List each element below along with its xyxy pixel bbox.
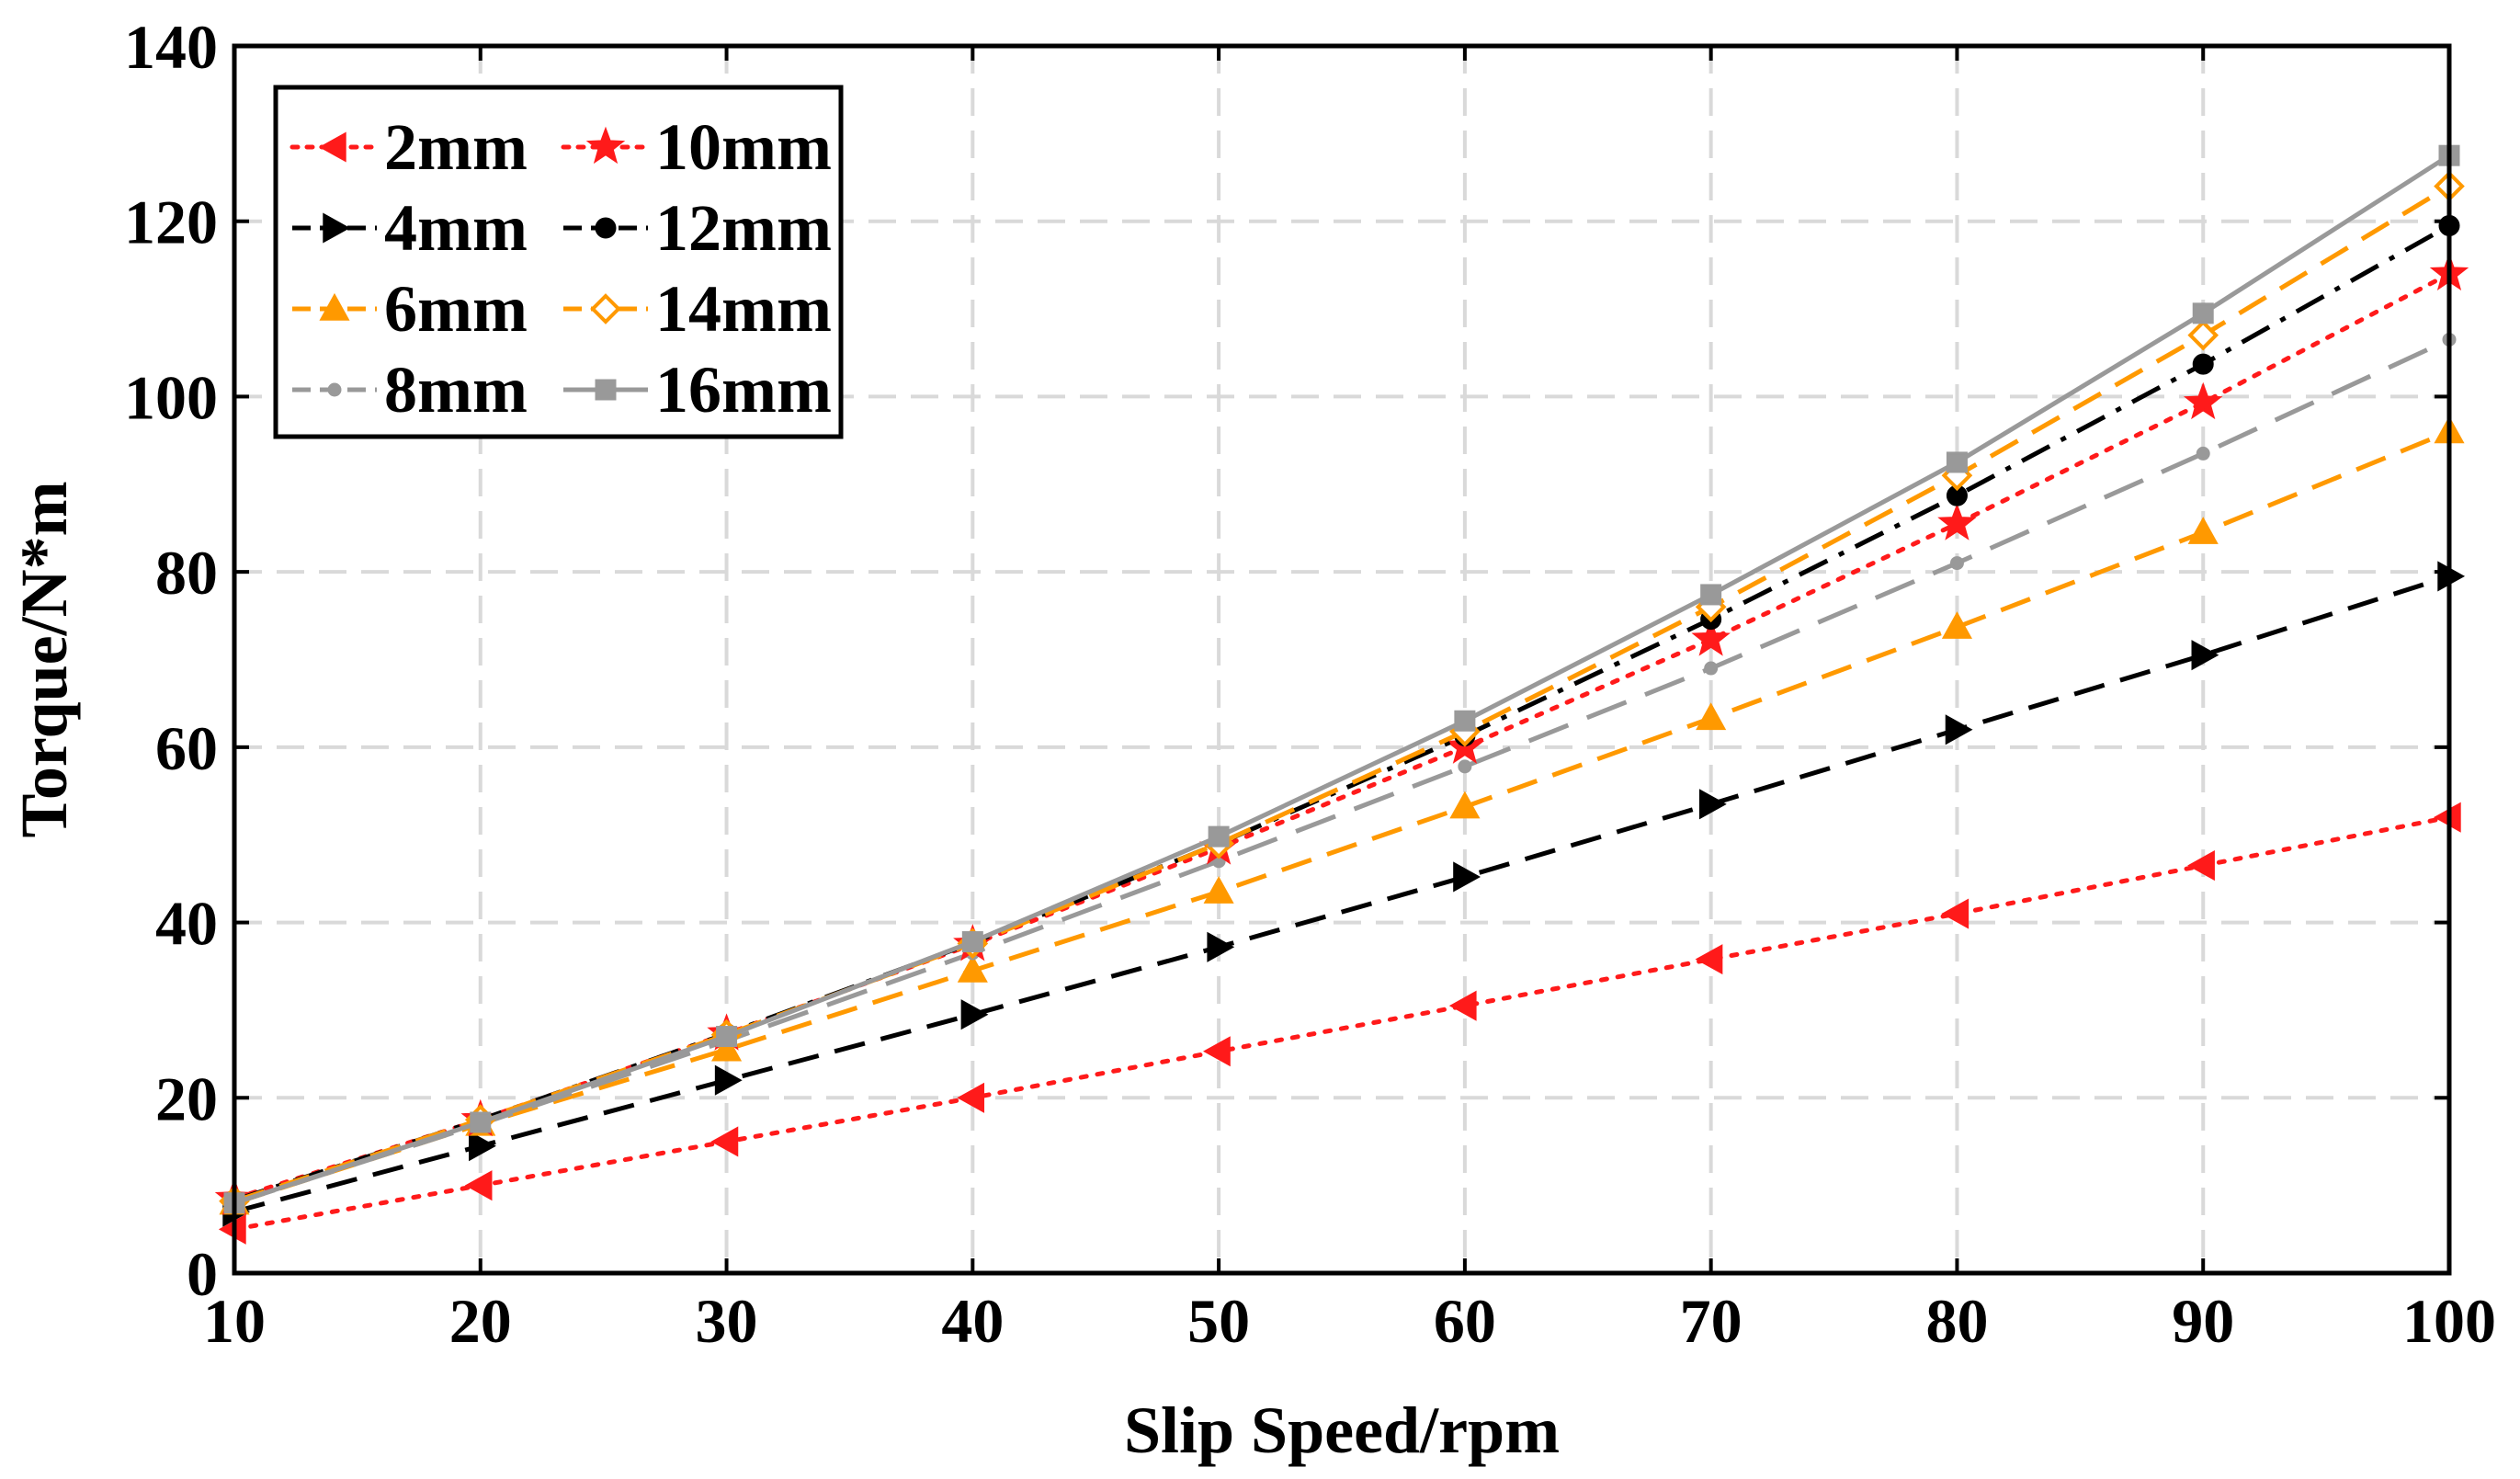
x-tick-label: 70 xyxy=(1680,1286,1742,1356)
series-line-4mm xyxy=(233,574,2450,1214)
y-tick-label: 60 xyxy=(155,713,218,783)
legend-label-4mm: 4mm xyxy=(384,191,528,265)
data-point-4mm xyxy=(1698,789,1727,820)
data-point-4mm xyxy=(714,1064,743,1096)
legend-marker-4mm xyxy=(323,212,351,244)
data-point-8mm xyxy=(1458,759,1472,774)
y-axis-label: Torque/N*m xyxy=(7,481,81,837)
y-tick-label: 120 xyxy=(124,188,218,257)
x-tick-label: 40 xyxy=(941,1286,1004,1356)
series-line-8mm xyxy=(233,337,2451,1206)
data-point-6mm xyxy=(1203,876,1234,904)
data-point-16mm xyxy=(1700,584,1722,606)
y-tick-label: 80 xyxy=(155,538,218,608)
legend-label-8mm: 8mm xyxy=(384,353,528,427)
series-line-16mm xyxy=(233,154,2451,1206)
legend-marker-6mm xyxy=(319,292,350,321)
data-point-6mm xyxy=(1696,702,1727,731)
data-point-16mm xyxy=(1454,710,1476,732)
data-point-4mm xyxy=(960,999,989,1030)
series-line-6mm xyxy=(233,429,2450,1206)
data-point-10mm xyxy=(1691,619,1731,656)
data-point-2mm xyxy=(710,1126,739,1157)
x-tick-labels: 10 20 30 40 50 60 70 80 90 100 xyxy=(203,1286,2496,1356)
legend-entry-14mm: 14mm xyxy=(563,272,832,346)
legend-marker-8mm xyxy=(327,382,342,397)
data-point-8mm xyxy=(1949,556,1964,571)
data-point-2mm xyxy=(2187,850,2215,882)
legend-marker-12mm xyxy=(595,217,617,239)
data-point-4mm xyxy=(2191,640,2219,671)
data-point-14mm xyxy=(2187,319,2219,351)
legend-label-12mm: 12mm xyxy=(655,191,832,265)
series-line-10mm xyxy=(232,271,2452,1201)
data-point-16mm xyxy=(2192,302,2214,324)
x-tick-label: 60 xyxy=(1434,1286,1496,1356)
y-tick-label: 140 xyxy=(124,12,218,82)
data-point-6mm xyxy=(2187,517,2219,544)
grid xyxy=(234,46,2449,1273)
data-point-6mm xyxy=(1941,611,1972,639)
series-16mm xyxy=(223,144,2460,1214)
legend-entry-4mm: 4mm xyxy=(292,191,528,265)
legend-label-16mm: 16mm xyxy=(655,353,832,427)
x-tick-label: 80 xyxy=(1925,1286,1988,1356)
data-point-2mm xyxy=(1203,1036,1231,1067)
data-point-16mm xyxy=(470,1111,492,1133)
tick-marks xyxy=(233,44,2451,1275)
data-point-2mm xyxy=(464,1170,493,1201)
x-tick-label: 30 xyxy=(696,1286,758,1356)
data-point-16mm xyxy=(961,931,983,953)
data-point-4mm xyxy=(1207,931,1235,962)
legend-label-6mm: 6mm xyxy=(384,272,528,346)
data-point-12mm xyxy=(2192,353,2214,375)
data-point-2mm xyxy=(1941,898,1969,929)
data-point-2mm xyxy=(1448,990,1477,1021)
data-point-16mm xyxy=(1208,825,1230,848)
series-4mm xyxy=(222,561,2466,1227)
x-tick-label: 90 xyxy=(2172,1286,2234,1356)
data-point-8mm xyxy=(2196,446,2210,461)
data-point-8mm xyxy=(1704,661,1719,676)
legend-label-2mm: 2mm xyxy=(384,110,528,184)
legend-label-10mm: 10mm xyxy=(655,110,832,184)
y-tick-label: 40 xyxy=(155,889,218,959)
data-point-16mm xyxy=(1946,451,1968,473)
legend-marker-16mm xyxy=(595,379,617,401)
axes-frame xyxy=(232,43,2452,1276)
data-point-6mm xyxy=(957,954,988,983)
y-tick-label: 20 xyxy=(155,1064,218,1133)
legend-entry-6mm: 6mm xyxy=(292,272,528,346)
legend-entry-10mm: 10mm xyxy=(561,110,832,184)
x-tick-label: 10 xyxy=(203,1286,266,1356)
y-tick-labels: 0 20 40 60 80 100 120 140 xyxy=(124,12,218,1309)
data-point-4mm xyxy=(469,1131,496,1162)
legend-entry-2mm: 2mm xyxy=(289,110,528,184)
data-point-2mm xyxy=(957,1082,985,1113)
legend-label-14mm: 14mm xyxy=(655,272,832,346)
y-tick-label: 100 xyxy=(124,362,218,432)
x-axis-label: Slip Speed/rpm xyxy=(1124,1394,1560,1467)
data-point-4mm xyxy=(1453,861,1481,893)
data-point-10mm xyxy=(2183,381,2223,420)
x-tick-label: 20 xyxy=(449,1286,512,1356)
legend-marker-2mm xyxy=(318,131,346,163)
x-tick-label: 100 xyxy=(2402,1286,2496,1356)
data-point-10mm xyxy=(1937,503,1977,540)
x-tick-label: 50 xyxy=(1187,1286,1250,1356)
legend-marker-10mm xyxy=(585,126,626,165)
legend-entry-12mm: 12mm xyxy=(563,191,832,265)
legend-entry-8mm: 8mm xyxy=(292,353,528,427)
data-point-4mm xyxy=(1945,714,1973,745)
legend-marker-14mm xyxy=(590,293,621,324)
legend-entry-16mm: 16mm xyxy=(563,353,832,427)
data-point-16mm xyxy=(716,1026,738,1048)
data-point-6mm xyxy=(1449,791,1481,819)
series-6mm xyxy=(219,415,2465,1215)
data-point-2mm xyxy=(1695,944,1723,975)
series-line-2mm xyxy=(232,814,2452,1232)
y-tick-label: 0 xyxy=(187,1239,218,1309)
